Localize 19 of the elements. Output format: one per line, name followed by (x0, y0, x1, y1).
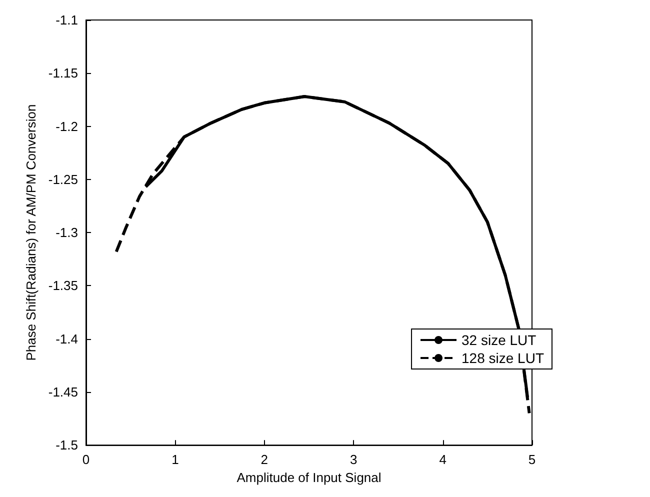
legend-label: 32 size LUT (462, 332, 537, 348)
y-tick-label: -1.45 (48, 384, 78, 400)
x-tick-label: 2 (260, 452, 268, 468)
y-tick-label: -1.35 (48, 278, 78, 294)
x-tick-label: 4 (439, 452, 446, 468)
x-tick-label: 3 (350, 452, 358, 468)
y-tick-label: -1.25 (48, 172, 78, 187)
y-tick-label: -1.3 (56, 225, 78, 240)
y-axis-title: Phase Shift(Radians) for AM/PM Conversion (23, 104, 38, 361)
y-tick-label: -1.2 (56, 118, 78, 134)
legend-label: 128 size LUT (462, 350, 544, 366)
x-tick-label: 1 (172, 452, 179, 468)
y-tick-label: -1.1 (56, 12, 78, 28)
x-axis-title: Amplitude of Input Signal (236, 470, 382, 485)
y-tick-label: -1.15 (48, 66, 78, 81)
y-tick-label: -1.4 (56, 331, 78, 346)
x-tick-label: 0 (82, 452, 90, 468)
x-tick-label: 5 (528, 452, 536, 468)
y-tick-label: -1.5 (56, 438, 78, 453)
